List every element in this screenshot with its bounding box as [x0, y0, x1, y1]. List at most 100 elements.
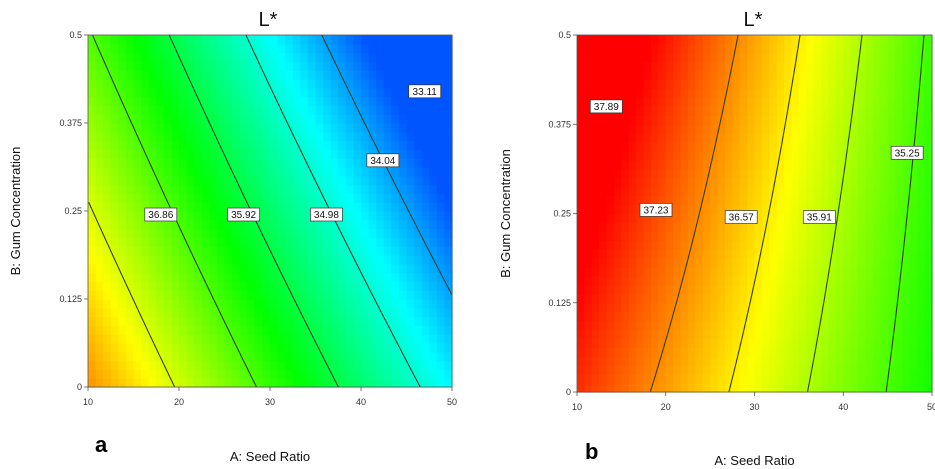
heatmap-cell — [902, 267, 911, 277]
heatmap-cell — [791, 195, 800, 206]
heatmap-cell — [156, 158, 165, 168]
heatmap-cell — [330, 360, 339, 370]
heatmap-cell — [584, 258, 593, 268]
heatmap-cell — [201, 175, 210, 186]
contour-label-box — [890, 145, 924, 160]
heatmap-cell — [784, 240, 793, 250]
heatmap-cell — [171, 70, 180, 80]
heatmap-cell — [680, 275, 689, 286]
heatmap-cell — [798, 142, 807, 152]
heatmap-cell — [421, 351, 430, 362]
heatmap-cell — [163, 61, 173, 71]
heatmap-cell — [798, 249, 807, 259]
heatmap-cell — [880, 35, 889, 45]
heatmap-cell — [315, 35, 324, 45]
heatmap-cell — [292, 43, 301, 54]
heatmap-cell — [821, 159, 830, 170]
heatmap-cell — [680, 142, 689, 152]
heatmap-cell — [643, 338, 652, 348]
heatmap-cell — [398, 219, 408, 230]
heatmap-cell — [917, 347, 926, 357]
heatmap-cell — [156, 281, 165, 291]
heatmap-cell — [643, 213, 652, 224]
heatmap-cell — [673, 258, 682, 268]
heatmap-cell — [270, 114, 279, 124]
heatmap-cell — [917, 177, 926, 188]
heatmap-cell — [621, 133, 630, 143]
heatmap-cell — [887, 231, 896, 241]
contour-label: 34.04 — [370, 156, 395, 167]
heatmap-cell — [776, 222, 785, 232]
heatmap-cell — [747, 365, 756, 375]
heatmap-cell — [761, 320, 770, 331]
heatmap-cell — [828, 97, 837, 107]
heatmap-cell — [292, 290, 301, 300]
heatmap-cell — [110, 87, 119, 98]
heatmap-cell — [710, 124, 719, 134]
heatmap-cell — [224, 35, 233, 45]
heatmap-cell — [858, 177, 867, 188]
heatmap-cell — [156, 175, 165, 186]
heatmap-cell — [247, 299, 256, 309]
heatmap-cell — [724, 275, 733, 286]
heatmap-cell — [444, 299, 453, 309]
heatmap-cell — [421, 369, 430, 379]
heatmap-cell — [125, 158, 135, 168]
heatmap-cell — [577, 311, 585, 322]
heatmap-cell — [850, 213, 859, 224]
heatmap-cell — [209, 290, 218, 300]
heatmap-cell — [606, 177, 615, 188]
heatmap-cell — [270, 351, 279, 362]
heatmap-cell — [710, 61, 719, 72]
heatmap-cell — [436, 316, 446, 326]
heatmap-cell — [201, 193, 210, 203]
heatmap-cell — [444, 316, 453, 326]
heatmap-cell — [406, 255, 415, 265]
heatmap-cell — [315, 316, 324, 326]
heatmap-cell — [599, 365, 608, 375]
heatmap-cell — [917, 249, 926, 259]
heatmap-cell — [323, 202, 332, 212]
heatmap-cell — [239, 272, 248, 282]
heatmap-cell — [858, 43, 867, 54]
heatmap-cell — [687, 365, 696, 375]
heatmap-cell — [710, 52, 719, 63]
heatmap-cell — [179, 369, 188, 379]
heatmap-cell — [650, 186, 659, 197]
heatmap-cell — [621, 159, 630, 170]
heatmap-cell — [924, 61, 933, 72]
heatmap-cell — [865, 43, 874, 54]
heatmap-cell — [761, 275, 770, 286]
heatmap-cell — [591, 284, 600, 295]
heatmap-cell — [345, 237, 355, 247]
heatmap-cell — [323, 351, 332, 362]
heatmap-cell — [292, 149, 301, 159]
heatmap-cell — [687, 195, 696, 206]
heatmap-cell — [133, 96, 142, 106]
heatmap-cell — [307, 378, 317, 388]
heatmap-cell — [665, 177, 674, 188]
heatmap-cell — [391, 61, 400, 71]
heatmap-cell — [125, 360, 135, 370]
heatmap-cell — [186, 290, 195, 300]
heatmap-cell — [754, 97, 763, 107]
heatmap-cell — [902, 383, 911, 393]
heatmap-cell — [724, 347, 733, 357]
heatmap-cell — [880, 284, 889, 295]
heatmap-cell — [209, 175, 218, 186]
heatmap-cell — [186, 219, 195, 230]
heatmap-cell — [224, 281, 233, 291]
heatmap-cell — [148, 263, 157, 274]
heatmap-cell — [292, 307, 301, 318]
heatmap-cell — [232, 140, 241, 150]
heatmap-cell — [724, 249, 733, 259]
heatmap-cell — [577, 195, 585, 206]
heatmap-cell — [315, 96, 324, 106]
heatmap-cell — [148, 123, 157, 133]
heatmap-cell — [880, 329, 889, 340]
heatmap-cell — [813, 374, 822, 384]
heatmap-cell — [813, 293, 822, 304]
heatmap-cell — [156, 246, 165, 256]
heatmap-cell — [361, 228, 370, 238]
heatmap-cell — [591, 133, 600, 143]
